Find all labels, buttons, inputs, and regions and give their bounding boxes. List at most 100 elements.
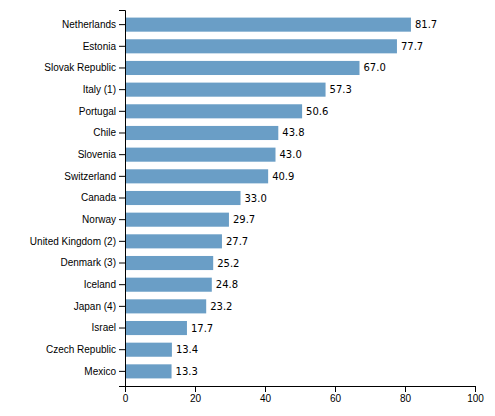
bar: [125, 61, 360, 75]
data-label: 23.2: [210, 301, 232, 312]
data-label: 77.7: [401, 41, 423, 52]
tick-label: Israel: [92, 322, 116, 333]
bar: [125, 169, 268, 183]
tick-mark: [119, 241, 125, 242]
bar: [125, 278, 212, 292]
tick-label: Slovenia: [78, 149, 117, 160]
data-label: 67.0: [364, 62, 386, 73]
tick: Estonia: [83, 40, 125, 51]
tick: United Kingdom (2): [30, 236, 125, 247]
tick-label: Slovak Republic: [44, 62, 116, 73]
data-label: 29.7: [233, 214, 255, 225]
y-axis: Mexico Czech Republic Israel Japan (4) Icela…: [30, 11, 126, 387]
tick-label: Netherlands: [62, 19, 116, 30]
tick: Slovak Republic: [44, 62, 125, 73]
data-label: 50.6: [306, 106, 328, 117]
data-label: 43.0: [280, 149, 302, 160]
tick-label: 40: [260, 393, 272, 404]
tick: Denmark (3): [60, 257, 125, 268]
tick-label: Canada: [81, 192, 116, 203]
tick-mark: [119, 284, 125, 285]
tick: Chile: [93, 127, 125, 138]
tick-mark: [119, 89, 125, 90]
bar: [125, 256, 213, 270]
tick-mark: [119, 306, 125, 307]
plot: 020406080100MexicoCzech RepublicIsraelJa…: [30, 11, 484, 405]
tick-mark: [265, 386, 266, 392]
tick: Switzerland: [64, 171, 125, 182]
tick: 60: [330, 386, 342, 404]
bars: [125, 18, 411, 379]
data-labels: 13.313.417.723.224.825.227.729.733.040.9…: [176, 19, 438, 377]
tick: Mexico: [84, 366, 125, 377]
tick: Israel: [92, 322, 125, 333]
tick: Netherlands: [62, 19, 125, 30]
data-label: 25.2: [217, 258, 239, 269]
x-axis: 020406080100: [123, 386, 485, 404]
axis-line: [119, 11, 126, 387]
bar: [125, 104, 302, 118]
data-label: 13.4: [176, 344, 198, 355]
tick-label: Norway: [82, 214, 116, 225]
tick-label: Japan (4): [74, 301, 116, 312]
data-label: 27.7: [226, 236, 248, 247]
tick: Slovenia: [78, 149, 125, 160]
tick-mark: [119, 24, 125, 25]
tick-label: Chile: [93, 127, 116, 138]
chart: 020406080100MexicoCzech RepublicIsraelJa…: [0, 0, 495, 416]
tick: Portugal: [79, 106, 125, 117]
tick-mark: [119, 328, 125, 329]
tick: Iceland: [84, 279, 125, 290]
tick-label: Iceland: [84, 279, 116, 290]
tick-mark: [119, 67, 125, 68]
tick: Norway: [82, 214, 125, 225]
tick-mark: [119, 46, 125, 47]
tick-mark: [119, 176, 125, 177]
bar: [125, 39, 397, 53]
tick: 40: [260, 386, 272, 404]
bar: [125, 126, 278, 140]
tick-label: 20: [190, 393, 202, 404]
bar: [125, 191, 241, 205]
bar: [125, 213, 229, 227]
bar: [125, 83, 326, 97]
tick-mark: [119, 263, 125, 264]
tick: 80: [400, 386, 412, 404]
tick-mark: [119, 154, 125, 155]
tick-label: Estonia: [83, 40, 117, 51]
tick-label: 60: [330, 393, 342, 404]
bar: [125, 364, 172, 378]
tick: Italy (1): [83, 84, 125, 95]
data-label: 40.9: [272, 171, 294, 182]
bar: [125, 234, 222, 248]
tick-mark: [119, 219, 125, 220]
bar: [125, 299, 206, 313]
tick-label: Denmark (3): [60, 257, 116, 268]
tick-label: 80: [400, 393, 412, 404]
tick: Japan (4): [74, 301, 125, 312]
tick: 20: [190, 386, 202, 404]
data-label: 13.3: [176, 366, 198, 377]
tick-mark: [119, 111, 125, 112]
tick-label: Portugal: [79, 106, 116, 117]
tick-label: Czech Republic: [46, 344, 116, 355]
tick-mark: [195, 386, 196, 392]
data-label: 33.0: [245, 193, 267, 204]
bar: [125, 148, 276, 162]
tick-mark: [119, 132, 125, 133]
bar: [125, 343, 172, 357]
tick: Canada: [81, 192, 125, 203]
tick-mark: [119, 371, 125, 372]
data-label: 57.3: [330, 84, 352, 95]
tick-mark: [475, 386, 476, 392]
data-label: 43.8: [282, 127, 304, 138]
tick: Czech Republic: [46, 344, 125, 355]
data-label: 24.8: [216, 279, 238, 290]
tick-mark: [405, 386, 406, 392]
tick-label: Mexico: [84, 366, 116, 377]
tick-label: 100: [467, 393, 484, 404]
tick-label: Italy (1): [83, 84, 116, 95]
tick-label: Switzerland: [64, 171, 116, 182]
bar: [125, 18, 411, 32]
tick-mark: [119, 349, 125, 350]
